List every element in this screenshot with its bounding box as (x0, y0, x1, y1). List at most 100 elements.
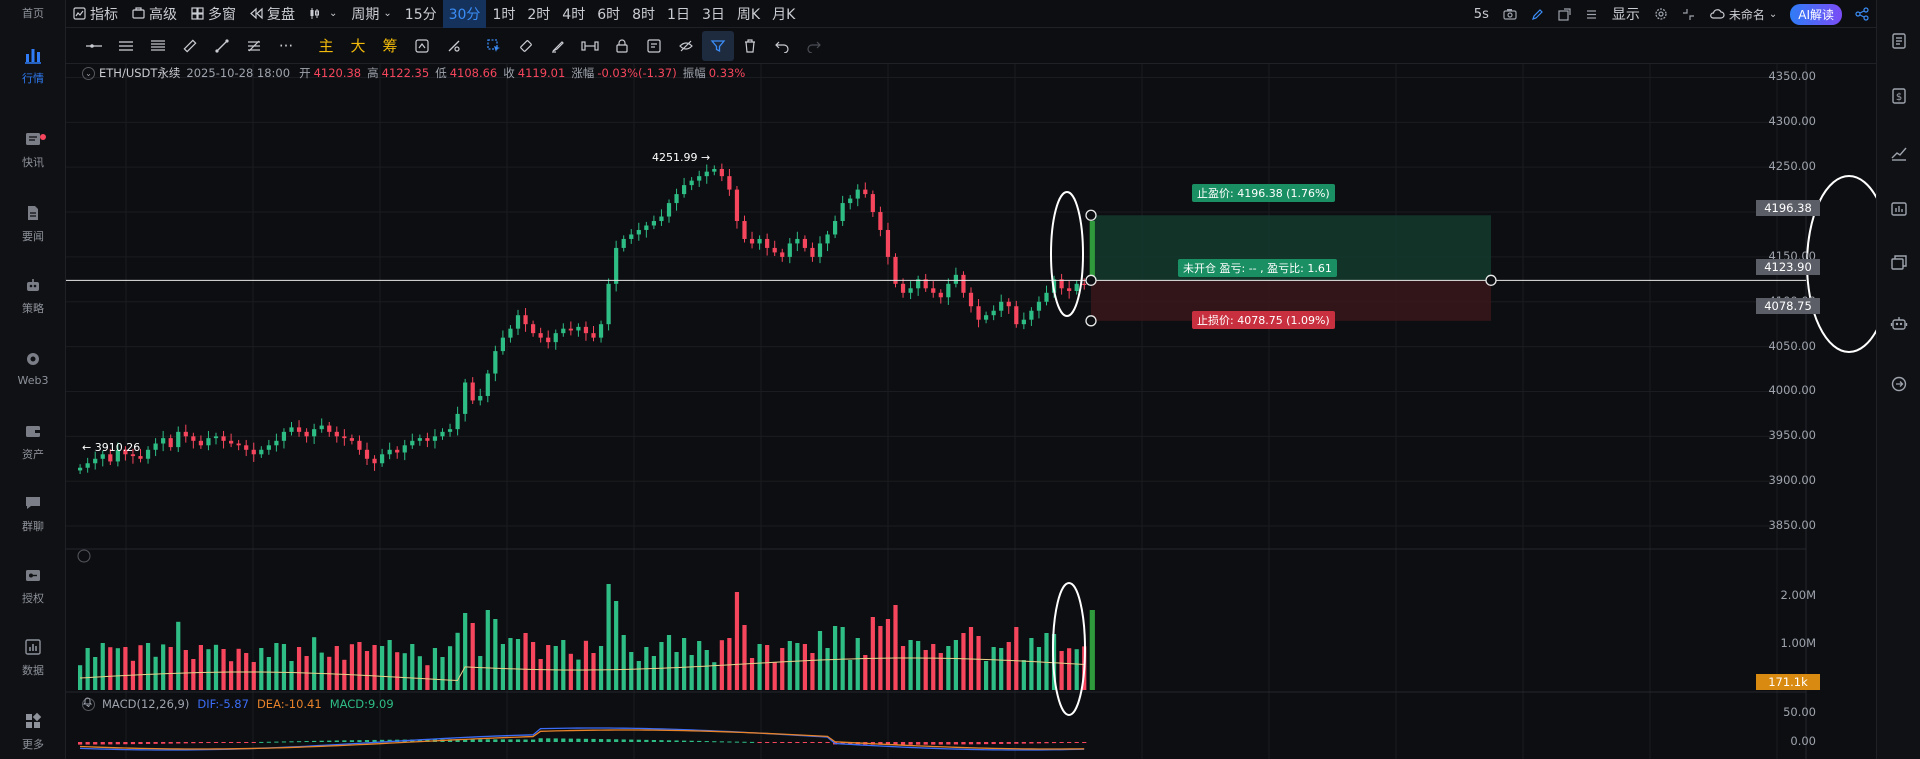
nav-item-7[interactable]: 群聊 (0, 484, 66, 542)
magnet-icon[interactable] (438, 31, 470, 61)
candle-body (659, 216, 664, 222)
indicator-panel-icon[interactable] (1888, 198, 1910, 220)
interval-tab[interactable]: 月K (772, 6, 796, 23)
chart-type-dropdown[interactable]: ⌄ (302, 0, 344, 28)
volume-bar (900, 646, 906, 690)
price-tick: 3850.00 (1768, 518, 1816, 533)
nav-item-3[interactable]: 要闻 (0, 194, 66, 252)
nav-item-5[interactable]: Web3 (0, 338, 66, 396)
nav-item-0[interactable]: 首页 (0, 0, 66, 42)
nav-item-4[interactable]: 策略 (0, 266, 66, 324)
interval-tab[interactable]: 15分 (404, 6, 437, 23)
candlestick-chart[interactable] (66, 64, 1876, 759)
nav-item-8[interactable]: 授权 (0, 556, 66, 614)
candle-body (697, 176, 702, 181)
volume-bar (1014, 627, 1019, 690)
pen-icon[interactable] (1524, 0, 1551, 28)
macd-bar (598, 739, 604, 742)
volume-ma-line (79, 657, 1085, 682)
horizontal-ray-icon[interactable] (78, 31, 110, 61)
link-icon[interactable] (1888, 373, 1910, 395)
camera-icon[interactable] (1496, 0, 1524, 28)
nav-item-1[interactable]: 行情 (0, 36, 66, 94)
trash-icon[interactable] (734, 31, 766, 61)
trade-dollar-icon[interactable]: $ (1888, 85, 1910, 107)
undo-icon[interactable] (766, 31, 798, 61)
trend-icon[interactable] (1888, 142, 1910, 164)
chart-area[interactable]: ⌄ ETH/USDT永续 2025-10-28 18:00 开 4120.38 高… (66, 64, 1876, 759)
bot-icon[interactable] (1888, 312, 1910, 334)
indicators-button[interactable]: 指标 (66, 0, 125, 28)
interval-tab[interactable]: 周K (736, 6, 761, 23)
display-button[interactable]: 显示 (1611, 7, 1640, 23)
select-cursor-icon[interactable] (478, 31, 510, 61)
chevron-down-icon: ⌄ (383, 8, 392, 19)
nav-item-label: 要闻 (22, 230, 44, 243)
nav-item-2[interactable]: 快讯 (0, 120, 66, 178)
volume-bar (674, 652, 679, 690)
big-order-button[interactable]: 大 (350, 37, 366, 55)
volume-bar (138, 645, 143, 690)
interval-tab[interactable]: 30分 (442, 0, 487, 28)
period-dropdown[interactable]: 周期 ⌄ (344, 0, 398, 28)
multi-lines-icon[interactable] (142, 31, 174, 61)
take-profit-tag[interactable]: 止盈价: 4196.38 (1.76%) (1192, 184, 1335, 202)
stop-loss-tag[interactable]: 止损价: 4078.75 (1.09%) (1192, 311, 1335, 329)
advanced-button[interactable]: 高级 (125, 0, 184, 28)
candle-body (1067, 288, 1072, 291)
volume-bar (787, 641, 792, 690)
brush-icon[interactable] (542, 31, 574, 61)
macd-bar (931, 742, 936, 745)
candle-body (666, 203, 672, 217)
nav-item-10[interactable]: 更多 (0, 702, 66, 759)
layout-name-dropdown[interactable]: 未命名 ⌄ (1702, 0, 1784, 28)
orderbook-icon[interactable] (1888, 30, 1910, 52)
template-icon[interactable] (638, 31, 670, 61)
volume-bar (1067, 648, 1072, 690)
candle-datetime: 2025-10-28 18:00 (186, 66, 291, 80)
chips-button[interactable]: 筹 (382, 37, 398, 55)
main-indicator-button[interactable]: 主 (318, 37, 334, 55)
interval-tab[interactable]: 1日 (667, 6, 690, 23)
interval-tab[interactable]: 1时 (492, 6, 516, 23)
macd-bar (629, 739, 634, 742)
interval-tab[interactable]: 8时 (632, 6, 656, 23)
replay-button[interactable]: 复盘 (243, 0, 302, 28)
lock-icon[interactable] (606, 31, 638, 61)
interval-tab[interactable]: 2时 (527, 6, 551, 23)
fib-icon[interactable] (238, 31, 270, 61)
candle-body (931, 288, 936, 293)
collapse-chevron-icon[interactable]: ⌄ (82, 66, 95, 80)
ruler-icon[interactable] (174, 31, 206, 61)
volume-bar (984, 661, 989, 690)
interval-tab[interactable]: 6时 (597, 6, 621, 23)
replay-label: 复盘 (267, 6, 295, 23)
eraser-icon[interactable] (510, 31, 542, 61)
macd-dea-line (79, 729, 1085, 750)
layers-icon[interactable] (1888, 252, 1910, 274)
volume-bar (281, 644, 287, 690)
parallel-lines-icon[interactable] (110, 31, 142, 61)
popout-icon[interactable] (1551, 0, 1578, 28)
price-tick: 3900.00 (1768, 473, 1816, 488)
share-icon[interactable] (1848, 0, 1876, 28)
hide-drawings-icon[interactable] (670, 31, 702, 61)
redo-icon[interactable] (798, 31, 830, 61)
dumbbell-icon[interactable] (574, 31, 606, 61)
more-icon[interactable]: ··· (278, 36, 294, 55)
candle-body (259, 449, 264, 455)
position-summary-tag[interactable]: 未开仓 盈亏: -- , 盈亏比: 1.61 (1178, 259, 1337, 277)
compare-icon[interactable] (406, 31, 438, 61)
nav-item-9[interactable]: 数据 (0, 628, 66, 686)
refresh-interval[interactable]: 5s (1473, 6, 1489, 22)
filter-icon[interactable] (702, 30, 734, 61)
trend-line-icon[interactable] (206, 31, 238, 61)
shrink-icon[interactable] (1675, 0, 1702, 28)
nav-item-6[interactable]: 资产 (0, 412, 66, 470)
multi-window-button[interactable]: 多窗 (184, 0, 243, 28)
gear-icon[interactable] (1647, 0, 1675, 28)
list-icon[interactable] (1578, 0, 1605, 28)
interval-tab[interactable]: 4时 (562, 6, 586, 23)
ai-interpret-button[interactable]: AI解读 (1790, 3, 1842, 25)
interval-tab[interactable]: 3日 (701, 6, 725, 23)
